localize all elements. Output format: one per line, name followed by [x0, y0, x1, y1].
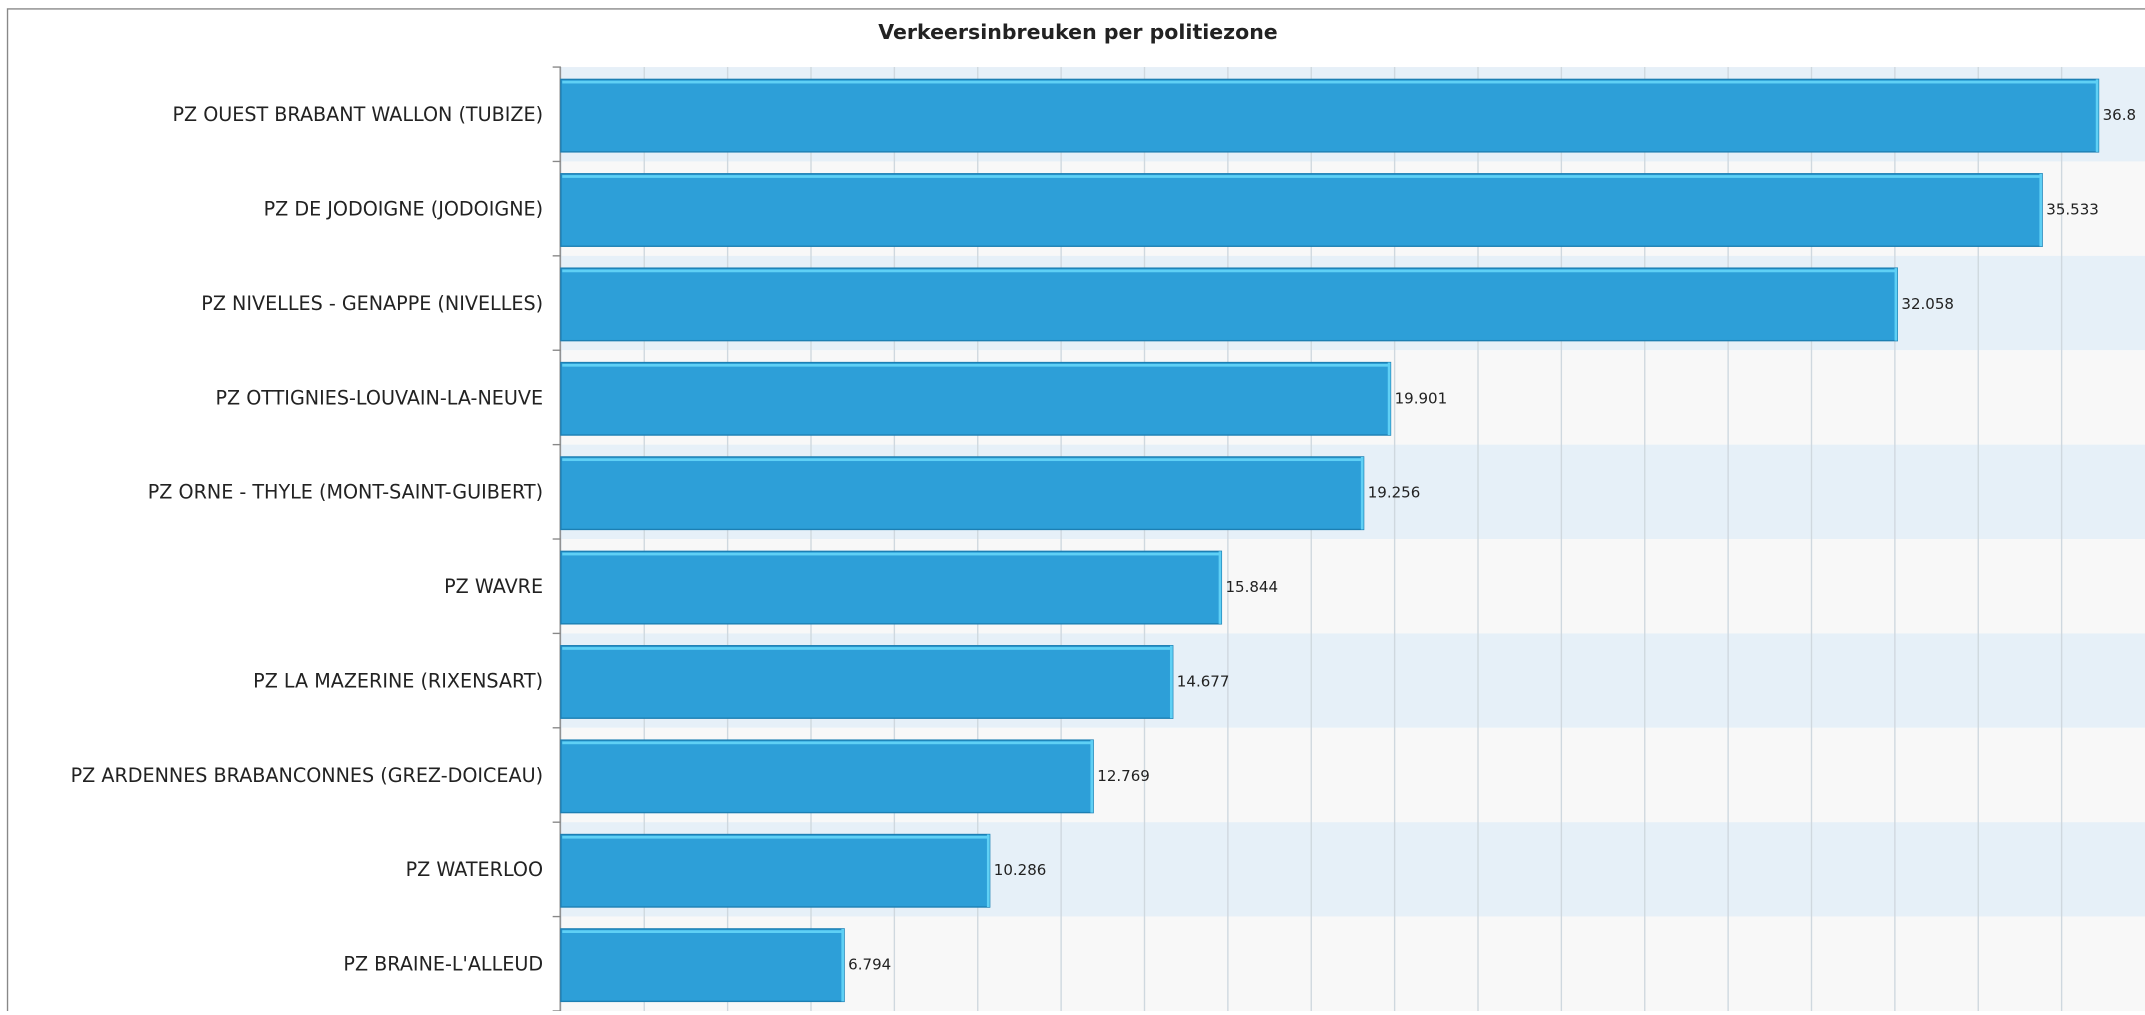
- bar-edge: [2039, 173, 2043, 247]
- bar-edge: [1218, 551, 1222, 624]
- value-label: 32.058: [1901, 295, 1954, 313]
- value-label: 36.8: [2103, 106, 2136, 124]
- bar-edge: [1169, 645, 1173, 719]
- bar-highlight: [562, 930, 843, 933]
- bar-highlight: [562, 835, 989, 839]
- value-label: 19.256: [1368, 484, 1421, 502]
- bar: [560, 928, 845, 1003]
- category-label: PZ OTTIGNIES-LOUVAIN-LA-NEUVE: [215, 386, 543, 409]
- bar: [560, 78, 2100, 153]
- bar-edge: [2095, 79, 2099, 152]
- bar: [560, 267, 1898, 342]
- value-label: 6.794: [848, 956, 891, 974]
- bar-edge: [841, 928, 845, 1002]
- bar-edge: [1894, 268, 1898, 341]
- value-label: 14.677: [1177, 672, 1230, 690]
- bar-edge: [1387, 362, 1391, 436]
- value-label: 10.286: [994, 861, 1047, 879]
- bar-highlight: [562, 458, 1363, 462]
- bar-highlight: [562, 175, 2041, 178]
- category-label: PZ ORNE - THYLE (MONT-SAINT-GUIBERT): [148, 481, 543, 504]
- bar-highlight: [562, 552, 1221, 556]
- bar: [560, 833, 991, 908]
- category-label: PZ NIVELLES - GENAPPE (NIVELLES): [201, 292, 543, 315]
- bar-highlight: [562, 80, 2098, 84]
- value-label: 15.844: [1225, 578, 1278, 596]
- bar: [560, 173, 2043, 247]
- bar-highlight: [562, 363, 1390, 367]
- bar-edge: [1090, 740, 1094, 813]
- bar-edge: [1360, 456, 1364, 530]
- bar-highlight: [562, 741, 1092, 745]
- bar: [560, 456, 1365, 531]
- bar: [560, 739, 1094, 814]
- category-label: PZ DE JODOIGNE (JODOIGNE): [264, 198, 543, 221]
- bar: [560, 361, 1392, 436]
- category-label: PZ ARDENNES BRABANCONNES (GREZ-DOICEAU): [71, 764, 543, 787]
- bar: [560, 645, 1174, 719]
- category-label: PZ WAVRE: [444, 575, 543, 598]
- value-label: 12.769: [1097, 767, 1150, 785]
- bar: [560, 550, 1223, 625]
- value-label: 19.901: [1395, 389, 1448, 407]
- category-label: PZ OUEST BRABANT WALLON (TUBIZE): [172, 103, 543, 126]
- category-label: PZ LA MAZERINE (RIXENSART): [253, 669, 543, 692]
- bar-highlight: [562, 647, 1172, 650]
- bar-edge: [986, 834, 990, 908]
- chart-title: Verkeersinbreuken per politiezone: [878, 20, 1277, 44]
- value-label: 35.533: [2046, 201, 2099, 219]
- bar-highlight: [562, 269, 1896, 273]
- category-label: PZ WATERLOO: [406, 858, 543, 881]
- category-label: PZ BRAINE-L'ALLEUD: [343, 953, 543, 976]
